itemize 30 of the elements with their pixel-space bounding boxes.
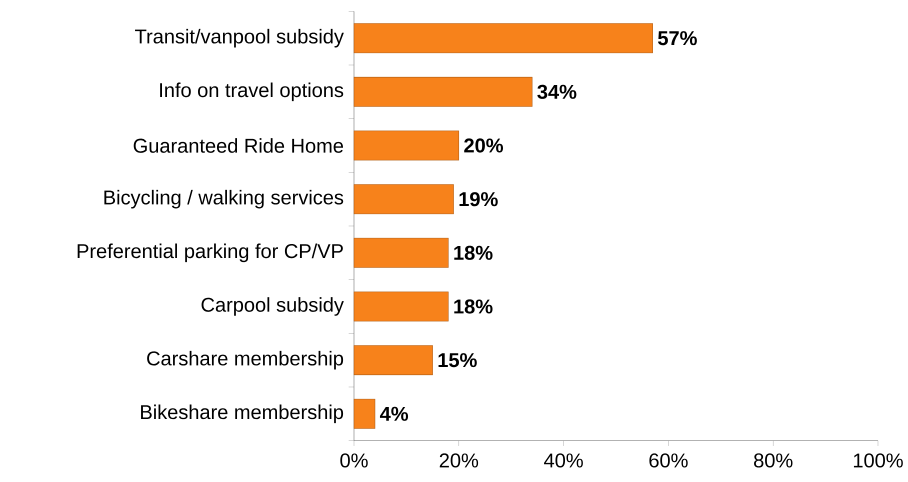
data-label: 20% xyxy=(464,138,503,153)
bar xyxy=(354,130,460,160)
data-label: 15% xyxy=(438,353,477,368)
bar xyxy=(354,238,449,268)
data-label: 19% xyxy=(460,192,498,206)
data-label: 4% xyxy=(380,406,408,421)
y-tick-label: Info on travel options xyxy=(160,82,344,102)
bar xyxy=(354,292,449,322)
data-label: 18% xyxy=(454,299,493,314)
bar xyxy=(354,184,454,214)
bar xyxy=(354,23,653,54)
bar xyxy=(354,76,532,107)
bar xyxy=(354,398,376,429)
y-tick-label: Bikeshare membership xyxy=(141,404,344,424)
x-tick-label: 20% xyxy=(440,453,478,468)
y-tick-label: Carpool subsidy xyxy=(202,297,344,316)
x-tick-label: 0% xyxy=(340,453,368,468)
x-tick-label: 40% xyxy=(544,453,583,468)
y-tick-label: Carshare membership xyxy=(147,350,344,370)
x-tick-label: 80% xyxy=(754,453,792,468)
y-tick-label: Guaranteed Ride Home xyxy=(134,138,344,153)
data-label: 57% xyxy=(658,31,697,46)
x-tick-label: 100% xyxy=(854,453,903,468)
y-tick-label: Transit/vanpool subsidy xyxy=(135,28,344,48)
y-tick-label: Preferential parking for CP/VP xyxy=(78,244,343,262)
data-label: 34% xyxy=(537,84,576,99)
y-tick-label: Bicycling / walking services xyxy=(104,190,344,208)
data-label: 18% xyxy=(454,246,493,260)
bar xyxy=(354,345,433,376)
x-tick-label: 60% xyxy=(649,453,688,468)
